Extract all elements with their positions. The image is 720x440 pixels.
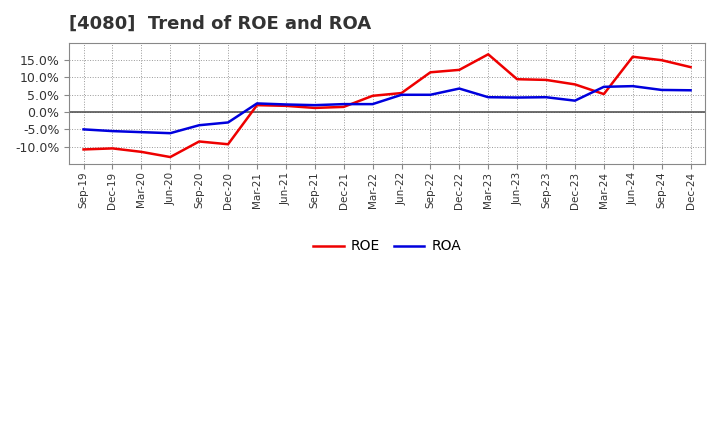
ROA: [224, 120, 233, 125]
ROE: [455, 67, 464, 73]
ROA: [137, 129, 145, 135]
ROE: [282, 103, 290, 109]
ROE: [686, 65, 695, 70]
ROE: [137, 149, 145, 154]
ROE: [426, 70, 435, 75]
ROE: [166, 154, 174, 160]
ROA: [195, 123, 204, 128]
ROE: [397, 90, 406, 95]
ROA: [339, 102, 348, 107]
ROA: [426, 92, 435, 97]
ROE: [253, 103, 261, 108]
ROE: [310, 105, 319, 110]
ROE: [79, 147, 88, 152]
ROA: [282, 102, 290, 107]
ROE: [368, 93, 377, 99]
ROA: [600, 84, 608, 89]
ROE: [108, 146, 117, 151]
ROA: [686, 88, 695, 93]
ROA: [108, 128, 117, 134]
Line: ROE: ROE: [84, 54, 690, 157]
ROE: [541, 77, 550, 83]
ROA: [397, 92, 406, 97]
ROA: [571, 98, 580, 103]
ROE: [600, 92, 608, 97]
Line: ROA: ROA: [84, 86, 690, 133]
ROA: [657, 87, 666, 92]
ROA: [79, 127, 88, 132]
ROA: [629, 84, 637, 89]
ROA: [541, 95, 550, 100]
ROA: [253, 101, 261, 106]
ROE: [484, 51, 492, 57]
ROA: [166, 131, 174, 136]
ROE: [195, 139, 204, 144]
ROE: [657, 58, 666, 63]
ROA: [513, 95, 521, 100]
Legend: ROE, ROA: ROE, ROA: [307, 234, 467, 259]
ROE: [513, 77, 521, 82]
ROE: [571, 82, 580, 87]
ROE: [629, 54, 637, 59]
ROA: [368, 102, 377, 107]
ROA: [484, 95, 492, 100]
ROE: [224, 142, 233, 147]
ROA: [310, 103, 319, 108]
Text: [4080]  Trend of ROE and ROA: [4080] Trend of ROE and ROA: [69, 15, 372, 33]
ROA: [455, 86, 464, 91]
ROE: [339, 104, 348, 110]
